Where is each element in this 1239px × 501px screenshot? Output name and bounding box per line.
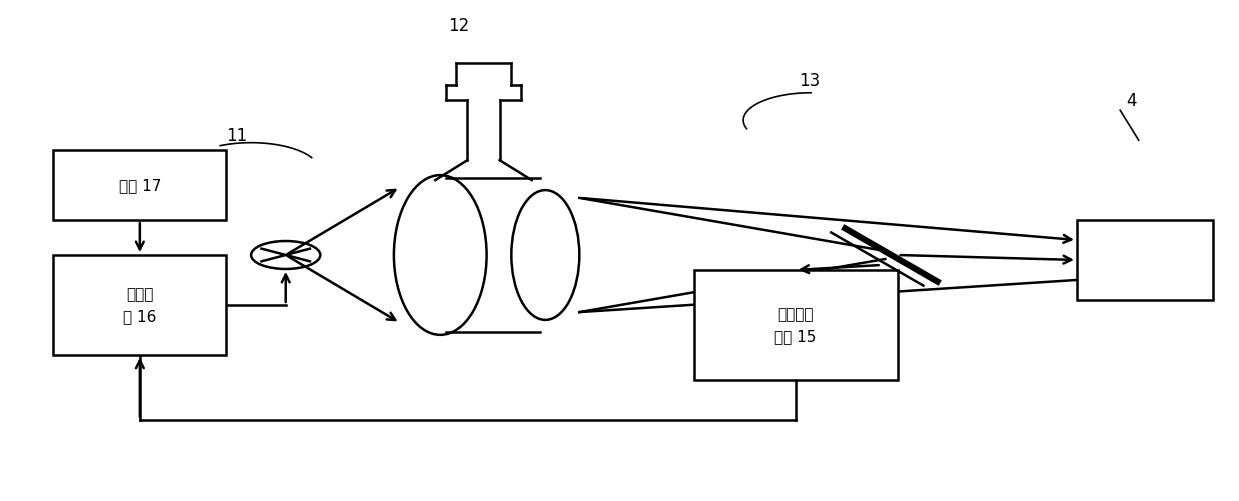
Bar (53, 256, 227, 355)
Text: 电源 17: 电源 17 (119, 178, 161, 193)
Bar (53, 151, 227, 220)
Text: 13: 13 (799, 72, 820, 90)
Text: 4: 4 (1126, 92, 1137, 110)
Text: 光电转换
电路 15: 光电转换 电路 15 (774, 307, 817, 344)
Text: 12: 12 (449, 18, 470, 35)
Bar (694, 271, 897, 380)
Bar (1077, 220, 1213, 300)
Text: 11: 11 (227, 127, 248, 145)
Text: 驱动电
路 16: 驱动电 路 16 (123, 287, 156, 324)
